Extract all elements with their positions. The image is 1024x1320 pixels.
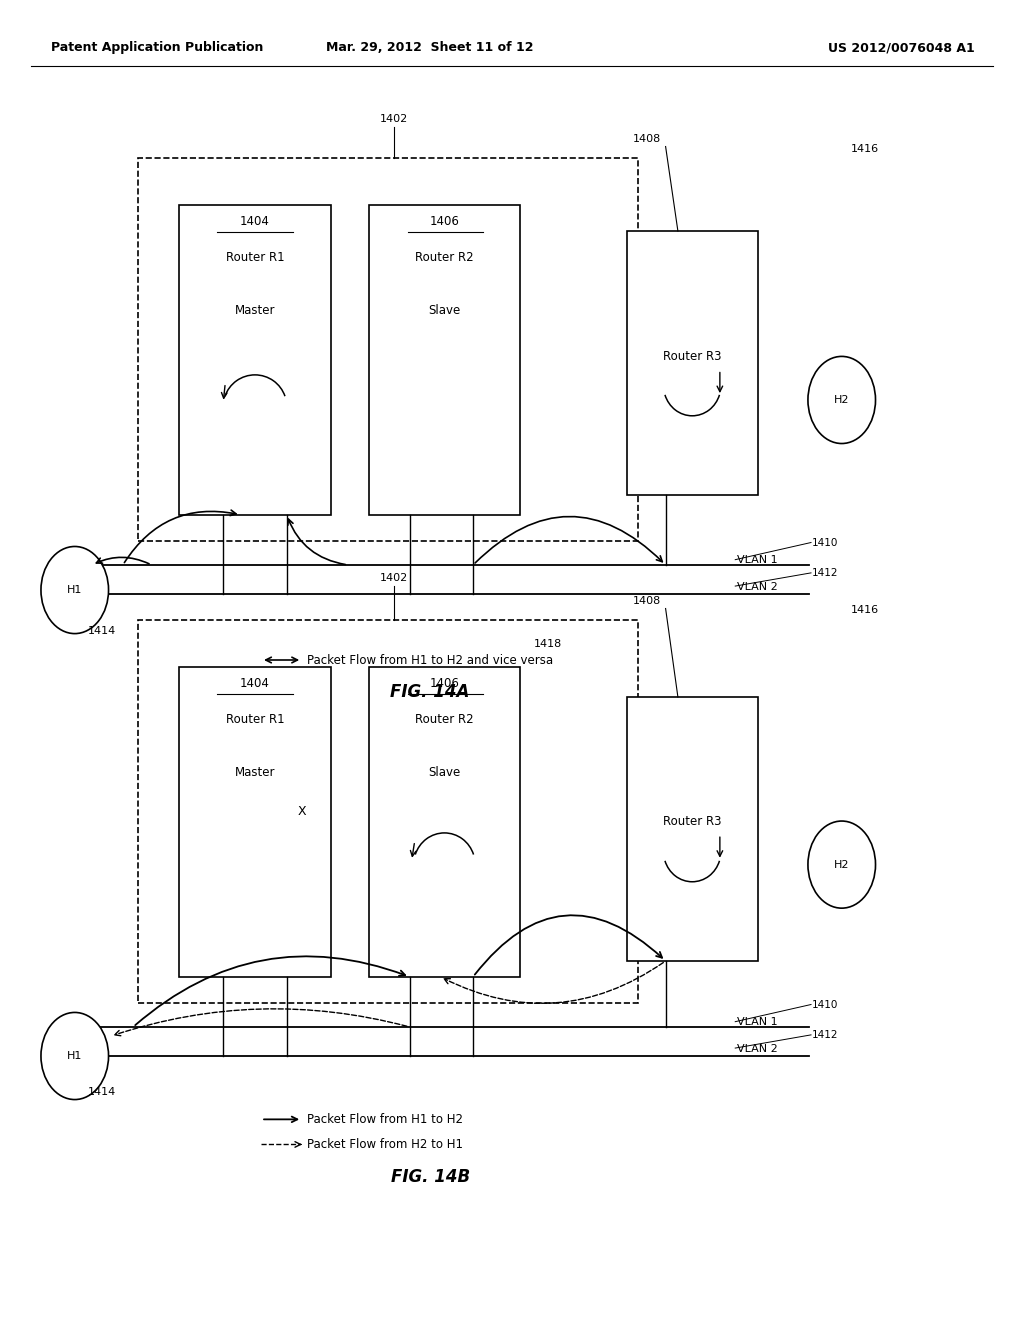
Text: US 2012/0076048 A1: US 2012/0076048 A1 [827, 41, 975, 54]
Bar [179, 667, 331, 977]
Bar [138, 158, 638, 541]
Text: Patent Application Publication: Patent Application Publication [51, 41, 263, 54]
Text: 1412: 1412 [812, 568, 839, 578]
Text: Mar. 29, 2012  Sheet 11 of 12: Mar. 29, 2012 Sheet 11 of 12 [327, 41, 534, 54]
Circle shape [41, 1012, 109, 1100]
Text: FIG. 14B: FIG. 14B [390, 1168, 470, 1187]
Text: 1402: 1402 [380, 114, 409, 124]
Text: Router R3: Router R3 [663, 350, 722, 363]
Text: Router R2: Router R2 [415, 251, 474, 264]
Text: Master: Master [234, 304, 275, 317]
Text: VLAN 2: VLAN 2 [737, 582, 778, 593]
Text: 1402: 1402 [380, 573, 409, 583]
Text: Master: Master [234, 766, 275, 779]
Text: 1418: 1418 [534, 639, 562, 649]
Text: Router R1: Router R1 [225, 251, 285, 264]
Text: Router R1: Router R1 [225, 713, 285, 726]
Text: Packet Flow from H1 to H2 and vice versa: Packet Flow from H1 to H2 and vice versa [307, 653, 553, 667]
Text: 1416: 1416 [851, 605, 880, 615]
Text: X: X [298, 805, 306, 818]
Text: Router R3: Router R3 [663, 814, 722, 828]
Bar [369, 667, 520, 977]
Text: VLAN 2: VLAN 2 [737, 1044, 778, 1055]
Text: H2: H2 [834, 395, 850, 405]
Circle shape [41, 546, 109, 634]
Circle shape [808, 356, 876, 444]
Text: H2: H2 [834, 859, 850, 870]
Text: 1414: 1414 [88, 626, 117, 636]
Text: 1414: 1414 [88, 1086, 117, 1097]
Text: 1406: 1406 [429, 215, 460, 228]
Text: 1408: 1408 [633, 133, 662, 144]
Bar [627, 697, 758, 961]
Text: 1404: 1404 [240, 677, 270, 690]
Bar [179, 205, 331, 515]
Text: 1404: 1404 [240, 215, 270, 228]
Text: 1410: 1410 [812, 537, 839, 548]
Bar [369, 205, 520, 515]
Bar [627, 231, 758, 495]
Text: Router R2: Router R2 [415, 713, 474, 726]
Text: 1416: 1416 [851, 144, 880, 154]
Text: 1408: 1408 [633, 595, 662, 606]
Text: 1406: 1406 [429, 677, 460, 690]
Text: Slave: Slave [428, 766, 461, 779]
Text: H1: H1 [67, 1051, 83, 1061]
Text: FIG. 14A: FIG. 14A [390, 682, 470, 701]
Text: Slave: Slave [428, 304, 461, 317]
Text: VLAN 1: VLAN 1 [737, 1016, 778, 1027]
Circle shape [808, 821, 876, 908]
Text: Packet Flow from H1 to H2: Packet Flow from H1 to H2 [307, 1113, 463, 1126]
Bar [138, 620, 638, 1003]
Text: 1412: 1412 [812, 1030, 839, 1040]
Text: 1410: 1410 [812, 999, 839, 1010]
Text: VLAN 1: VLAN 1 [737, 554, 778, 565]
Text: Packet Flow from H2 to H1: Packet Flow from H2 to H1 [307, 1138, 463, 1151]
Text: H1: H1 [67, 585, 83, 595]
